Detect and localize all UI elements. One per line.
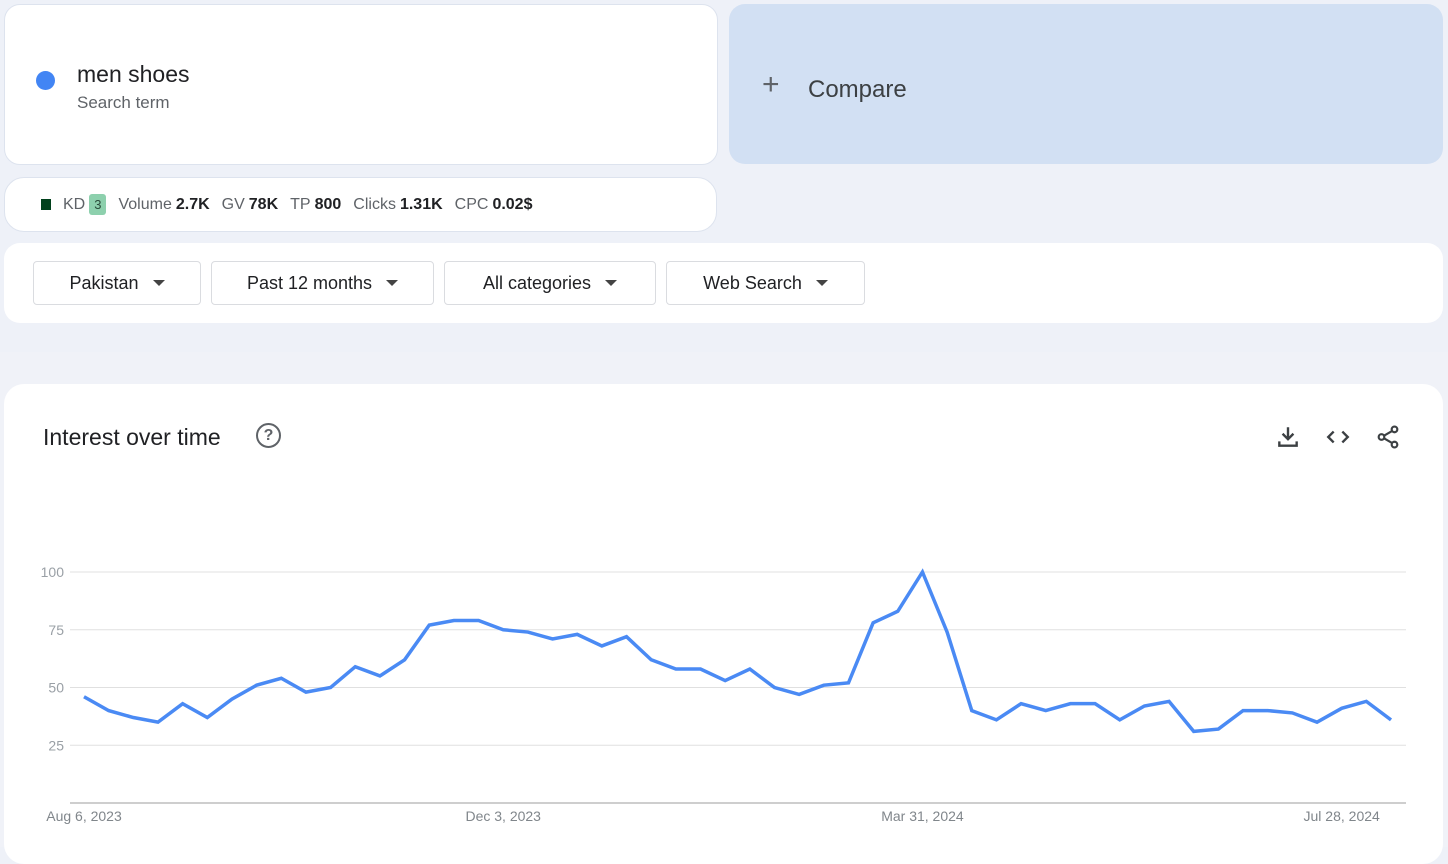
x-tick-label: Dec 3, 2023 [465, 808, 541, 824]
x-tick-label: Jul 28, 2024 [1304, 808, 1380, 824]
y-tick-label: 75 [48, 622, 64, 638]
y-tick-label: 25 [48, 737, 64, 753]
x-tick-label: Aug 6, 2023 [46, 808, 122, 824]
y-tick-label: 100 [41, 564, 65, 580]
y-tick-label: 50 [48, 680, 64, 696]
x-tick-label: Mar 31, 2024 [881, 808, 964, 824]
series-line [84, 572, 1391, 731]
